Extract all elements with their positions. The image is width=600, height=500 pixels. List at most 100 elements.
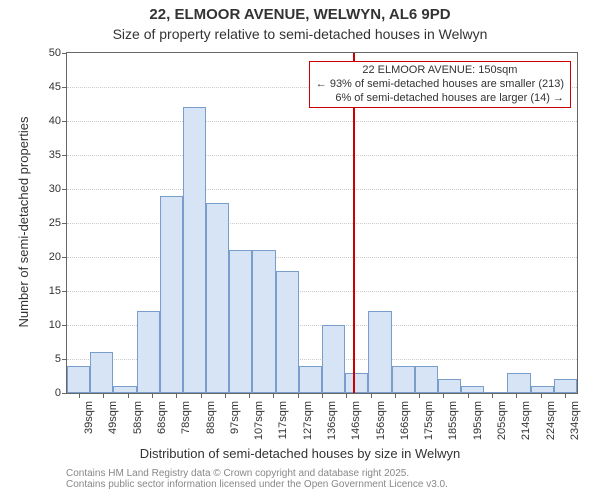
y-tick-mark xyxy=(62,53,67,54)
x-tick-label: 97sqm xyxy=(229,401,241,451)
x-tick-mark xyxy=(322,393,323,398)
y-tick-mark xyxy=(62,325,67,326)
x-tick-mark xyxy=(128,393,129,398)
histogram-bar xyxy=(113,386,136,393)
x-axis-label: Distribution of semi-detached houses by … xyxy=(0,446,600,461)
gridline xyxy=(67,121,577,122)
x-tick-mark xyxy=(249,393,250,398)
x-tick-mark xyxy=(201,393,202,398)
annotation-line-3: 6% of semi-detached houses are larger (1… xyxy=(316,92,564,106)
y-tick-label: 5 xyxy=(31,353,61,365)
y-tick-label: 15 xyxy=(31,285,61,297)
histogram-bar xyxy=(345,373,368,393)
histogram-bar xyxy=(229,250,252,393)
x-tick-label: 49sqm xyxy=(107,401,119,451)
y-tick-mark xyxy=(62,359,67,360)
histogram-bar xyxy=(183,107,206,393)
x-tick-mark xyxy=(468,393,469,398)
x-tick-mark xyxy=(419,393,420,398)
y-tick-mark xyxy=(62,189,67,190)
chart-footer: Contains HM Land Registry data © Crown c… xyxy=(66,468,600,490)
annotation-line-2: ← 93% of semi-detached houses are smalle… xyxy=(316,78,564,92)
x-tick-mark xyxy=(395,393,396,398)
histogram-bar xyxy=(392,366,415,393)
annotation-box: 22 ELMOOR AVENUE: 150sqm← 93% of semi-de… xyxy=(309,61,571,108)
y-tick-label: 30 xyxy=(31,183,61,195)
x-tick-label: 234sqm xyxy=(569,401,581,451)
x-tick-label: 117sqm xyxy=(277,401,289,451)
histogram-bar xyxy=(137,311,160,393)
y-tick-mark xyxy=(62,121,67,122)
y-tick-label: 50 xyxy=(31,47,61,59)
annotation-line-1: 22 ELMOOR AVENUE: 150sqm xyxy=(316,64,564,78)
footer-line-2: Contains public sector information licen… xyxy=(66,479,600,490)
histogram-bar xyxy=(438,379,461,393)
x-tick-mark xyxy=(346,393,347,398)
footer-line-1: Contains HM Land Registry data © Crown c… xyxy=(66,468,600,479)
x-tick-mark xyxy=(79,393,80,398)
x-tick-label: 107sqm xyxy=(253,401,265,451)
x-tick-mark xyxy=(298,393,299,398)
y-tick-label: 45 xyxy=(31,81,61,93)
x-tick-label: 205sqm xyxy=(496,401,508,451)
histogram-bar xyxy=(461,386,484,393)
x-tick-label: 58sqm xyxy=(132,401,144,451)
x-tick-mark xyxy=(443,393,444,398)
y-tick-label: 20 xyxy=(31,251,61,263)
y-tick-mark xyxy=(62,155,67,156)
y-tick-label: 10 xyxy=(31,319,61,331)
y-tick-label: 25 xyxy=(31,217,61,229)
x-tick-mark xyxy=(152,393,153,398)
y-tick-mark xyxy=(62,223,67,224)
plot-area: 0510152025303540455039sqm49sqm58sqm68sqm… xyxy=(66,52,578,394)
x-tick-mark xyxy=(103,393,104,398)
histogram-bar xyxy=(299,366,322,393)
histogram-bar xyxy=(252,250,275,393)
y-tick-mark xyxy=(62,87,67,88)
y-tick-label: 35 xyxy=(31,149,61,161)
x-tick-mark xyxy=(225,393,226,398)
x-tick-label: 39sqm xyxy=(83,401,95,451)
gridline xyxy=(67,257,577,258)
histogram-bar xyxy=(368,311,391,393)
x-tick-label: 156sqm xyxy=(375,401,387,451)
x-tick-mark xyxy=(541,393,542,398)
x-tick-mark xyxy=(492,393,493,398)
gridline xyxy=(67,223,577,224)
histogram-bar xyxy=(67,366,90,393)
x-tick-label: 68sqm xyxy=(156,401,168,451)
y-tick-mark xyxy=(62,257,67,258)
chart-title: 22, ELMOOR AVENUE, WELWYN, AL6 9PD xyxy=(0,6,600,23)
histogram-bar xyxy=(160,196,183,393)
x-tick-mark xyxy=(176,393,177,398)
x-tick-label: 146sqm xyxy=(350,401,362,451)
histogram-bar xyxy=(415,366,438,393)
y-tick-label: 0 xyxy=(31,387,61,399)
histogram-bar xyxy=(276,271,299,393)
x-tick-mark xyxy=(371,393,372,398)
histogram-bar xyxy=(484,392,507,393)
histogram-bar xyxy=(322,325,345,393)
x-tick-mark xyxy=(516,393,517,398)
y-axis-label: Number of semi-detached properties xyxy=(16,52,31,392)
x-tick-label: 175sqm xyxy=(423,401,435,451)
x-tick-label: 136sqm xyxy=(326,401,338,451)
histogram-bar xyxy=(507,373,530,393)
y-tick-label: 40 xyxy=(31,115,61,127)
histogram-bar xyxy=(531,386,554,393)
histogram-bar xyxy=(90,352,113,393)
x-tick-mark xyxy=(565,393,566,398)
histogram-chart: 22, ELMOOR AVENUE, WELWYN, AL6 9PD Size … xyxy=(0,0,600,500)
x-tick-label: 88sqm xyxy=(205,401,217,451)
x-tick-label: 166sqm xyxy=(399,401,411,451)
histogram-bar xyxy=(206,203,229,393)
x-tick-label: 78sqm xyxy=(180,401,192,451)
gridline xyxy=(67,291,577,292)
histogram-bar xyxy=(554,379,577,393)
x-tick-label: 214sqm xyxy=(520,401,532,451)
gridline xyxy=(67,189,577,190)
y-tick-mark xyxy=(62,291,67,292)
x-tick-label: 185sqm xyxy=(447,401,459,451)
x-tick-label: 195sqm xyxy=(472,401,484,451)
gridline xyxy=(67,155,577,156)
